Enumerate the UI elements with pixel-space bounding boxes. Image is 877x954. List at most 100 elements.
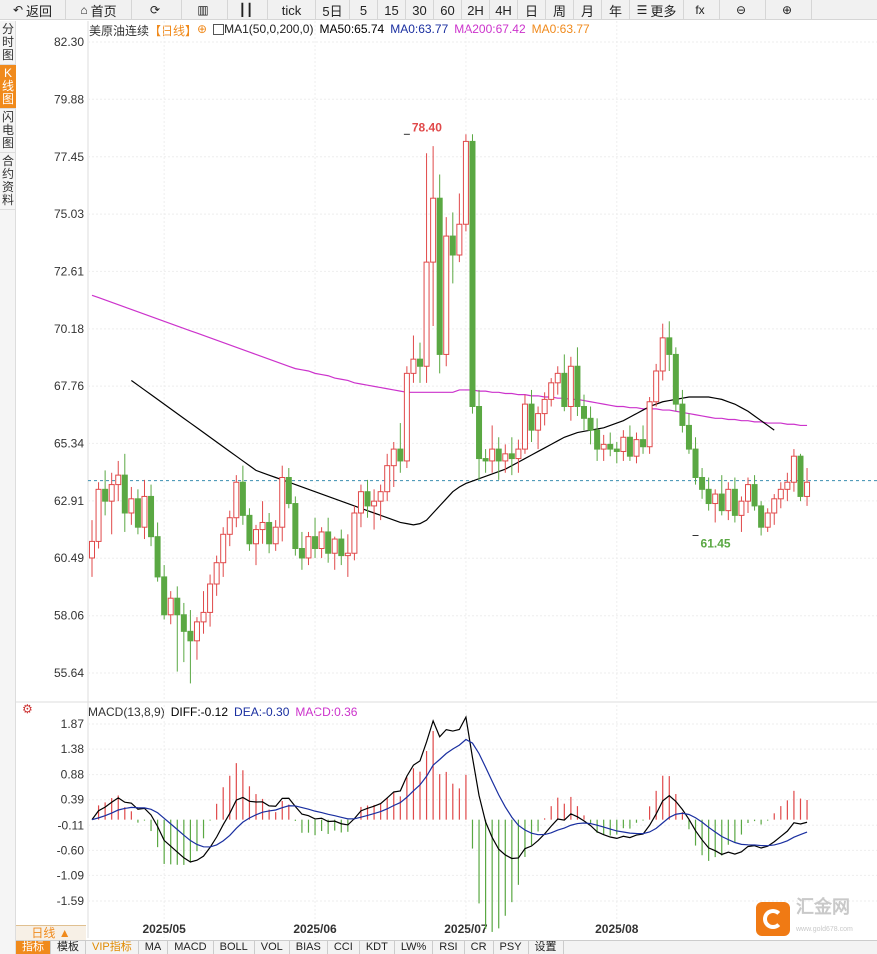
indicator-tab-13[interactable]: PSY <box>494 941 529 954</box>
toolbar-label: 5日 <box>322 3 343 19</box>
candle-body <box>279 476 286 528</box>
toolbar-btn-11[interactable]: 2H <box>462 0 490 20</box>
toolbar-refresh-icon-button[interactable]: ⟳ <box>132 0 182 20</box>
candle-body <box>95 488 102 542</box>
candle-body <box>449 235 456 256</box>
candle-body <box>777 488 784 500</box>
candle-body <box>462 140 469 225</box>
indicator-tab-9[interactable]: KDT <box>360 941 395 954</box>
time-tick-label: 2025/05 <box>142 922 186 936</box>
indicator-tab-8[interactable]: CCI <box>328 941 360 954</box>
candle-body <box>357 491 364 514</box>
side-tab-3[interactable]: 合约资料 <box>0 153 16 210</box>
candle-body <box>161 576 168 616</box>
indicator-tab-1[interactable]: 模板 <box>51 941 86 954</box>
candle-body <box>567 365 574 407</box>
home-icon: ⌂ <box>80 3 88 17</box>
candle-body <box>587 417 594 431</box>
candle-body <box>403 372 410 462</box>
toolbar-menu-icon-17[interactable]: ☰ 更多 <box>630 0 684 20</box>
max-price-label: 78.40 <box>412 120 442 134</box>
macd-tick-label: 1.38 <box>61 742 85 756</box>
toolbar-btn-12[interactable]: 4H <box>490 0 518 20</box>
toolbar-btn-5[interactable]: tick <box>268 0 316 20</box>
toolbar-back-arrow-icon-0[interactable]: ↶ 返回 <box>0 0 66 20</box>
toolbar-candlestick-icon-button[interactable]: ┃┃ <box>228 0 268 20</box>
toolbar-btn-16[interactable]: 年 <box>602 0 630 20</box>
candle-body <box>89 540 95 559</box>
indicator-tab-11[interactable]: RSI <box>433 941 465 954</box>
settings-icon[interactable]: ⊕ <box>197 22 208 36</box>
candle-body <box>456 223 463 256</box>
toolbar-btn-7[interactable]: 5 <box>350 0 378 20</box>
toolbar-btn-13[interactable]: 日 <box>518 0 546 20</box>
candle-body <box>174 597 181 616</box>
candle-body <box>134 498 141 528</box>
candle-body <box>239 481 246 516</box>
candle-body <box>338 538 345 557</box>
indicator-tab-14[interactable]: 设置 <box>529 941 564 954</box>
candle-body <box>482 458 489 462</box>
candle-body <box>390 448 397 467</box>
toolbar-btn-15[interactable]: 月 <box>574 0 602 20</box>
candle-body <box>626 436 633 457</box>
candle-body <box>417 358 423 367</box>
side-tab-0[interactable]: 分时图 <box>0 21 16 65</box>
indicator-tab-0[interactable]: 指标 <box>16 941 51 954</box>
toolbar-btn-10[interactable]: 60 <box>434 0 462 20</box>
candle-body <box>108 484 115 502</box>
macd-tick-label: 0.39 <box>61 793 85 807</box>
candle-body <box>797 455 804 497</box>
kline-chart[interactable]: 82.30 79.88 77.45 75.03 72.61 70.18 67.76 65.34… <box>16 21 877 940</box>
toolbar-zoom-in-icon-button[interactable]: ⊕ <box>766 0 812 20</box>
toolbar-zoom-out-icon-button[interactable]: ⊖ <box>720 0 766 20</box>
toolbar-chart-bars-icon-button[interactable]: ▥ <box>182 0 228 20</box>
toolbar-function-icon-button[interactable]: fx <box>684 0 720 20</box>
candle-body <box>699 476 706 490</box>
indicator-tab-5[interactable]: BOLL <box>214 941 255 954</box>
indicator-tab-2[interactable]: VIP指标 <box>86 941 139 954</box>
price-legend: 美原油连续 【日线】 ⊕ MA1(50,0,200,0) MA50:65.74 … <box>89 22 590 39</box>
toolbar-home-icon-1[interactable]: ⌂ 首页 <box>66 0 132 20</box>
price-tick-label: 67.76 <box>54 379 84 393</box>
toolbar-btn-6[interactable]: 5日 <box>316 0 350 20</box>
candle-body <box>784 481 791 490</box>
candle-body <box>226 517 233 535</box>
candle-body <box>344 552 351 557</box>
candle-body <box>430 197 437 263</box>
toolbar-btn-14[interactable]: 周 <box>546 0 574 20</box>
indicator-tab-6[interactable]: VOL <box>255 941 290 954</box>
candle-body <box>298 548 305 559</box>
candle-body <box>633 439 640 457</box>
candle-body <box>574 365 581 407</box>
candle-body <box>207 583 214 613</box>
candle-body <box>364 491 371 507</box>
candle-body <box>495 448 502 462</box>
candle-body <box>679 403 686 426</box>
logo-icon <box>756 901 790 936</box>
candle-body <box>771 498 778 514</box>
legend-ma0-a: MA0:63.77 <box>390 22 449 36</box>
indicator-tab-4[interactable]: MACD <box>168 941 214 954</box>
candle-body <box>731 488 738 516</box>
price-tick-label: 79.88 <box>54 92 84 106</box>
legend-ma50: MA50:65.74 <box>319 22 385 36</box>
ma-config-icon[interactable] <box>213 24 225 35</box>
indicator-tab-10[interactable]: LW% <box>395 941 434 954</box>
indicator-tab-7[interactable]: BIAS <box>290 941 328 954</box>
indicator-tab-12[interactable]: CR <box>465 941 494 954</box>
period-selector-button[interactable]: 日线 ▲ <box>16 925 86 940</box>
side-tab-2[interactable]: 闪电图 <box>0 109 16 153</box>
candle-body <box>384 465 391 493</box>
toolbar-btn-8[interactable]: 15 <box>378 0 406 20</box>
indicator-tab-3[interactable]: MA <box>139 941 169 954</box>
candle-body <box>351 512 358 554</box>
candle-body <box>613 448 620 452</box>
toolbar-btn-9[interactable]: 30 <box>406 0 434 20</box>
candle-body <box>285 476 292 505</box>
refresh-icon: ⟳ <box>149 3 161 17</box>
candle-body <box>725 488 732 512</box>
macd-legend-diff: DIFF:-0.12 <box>170 705 229 719</box>
